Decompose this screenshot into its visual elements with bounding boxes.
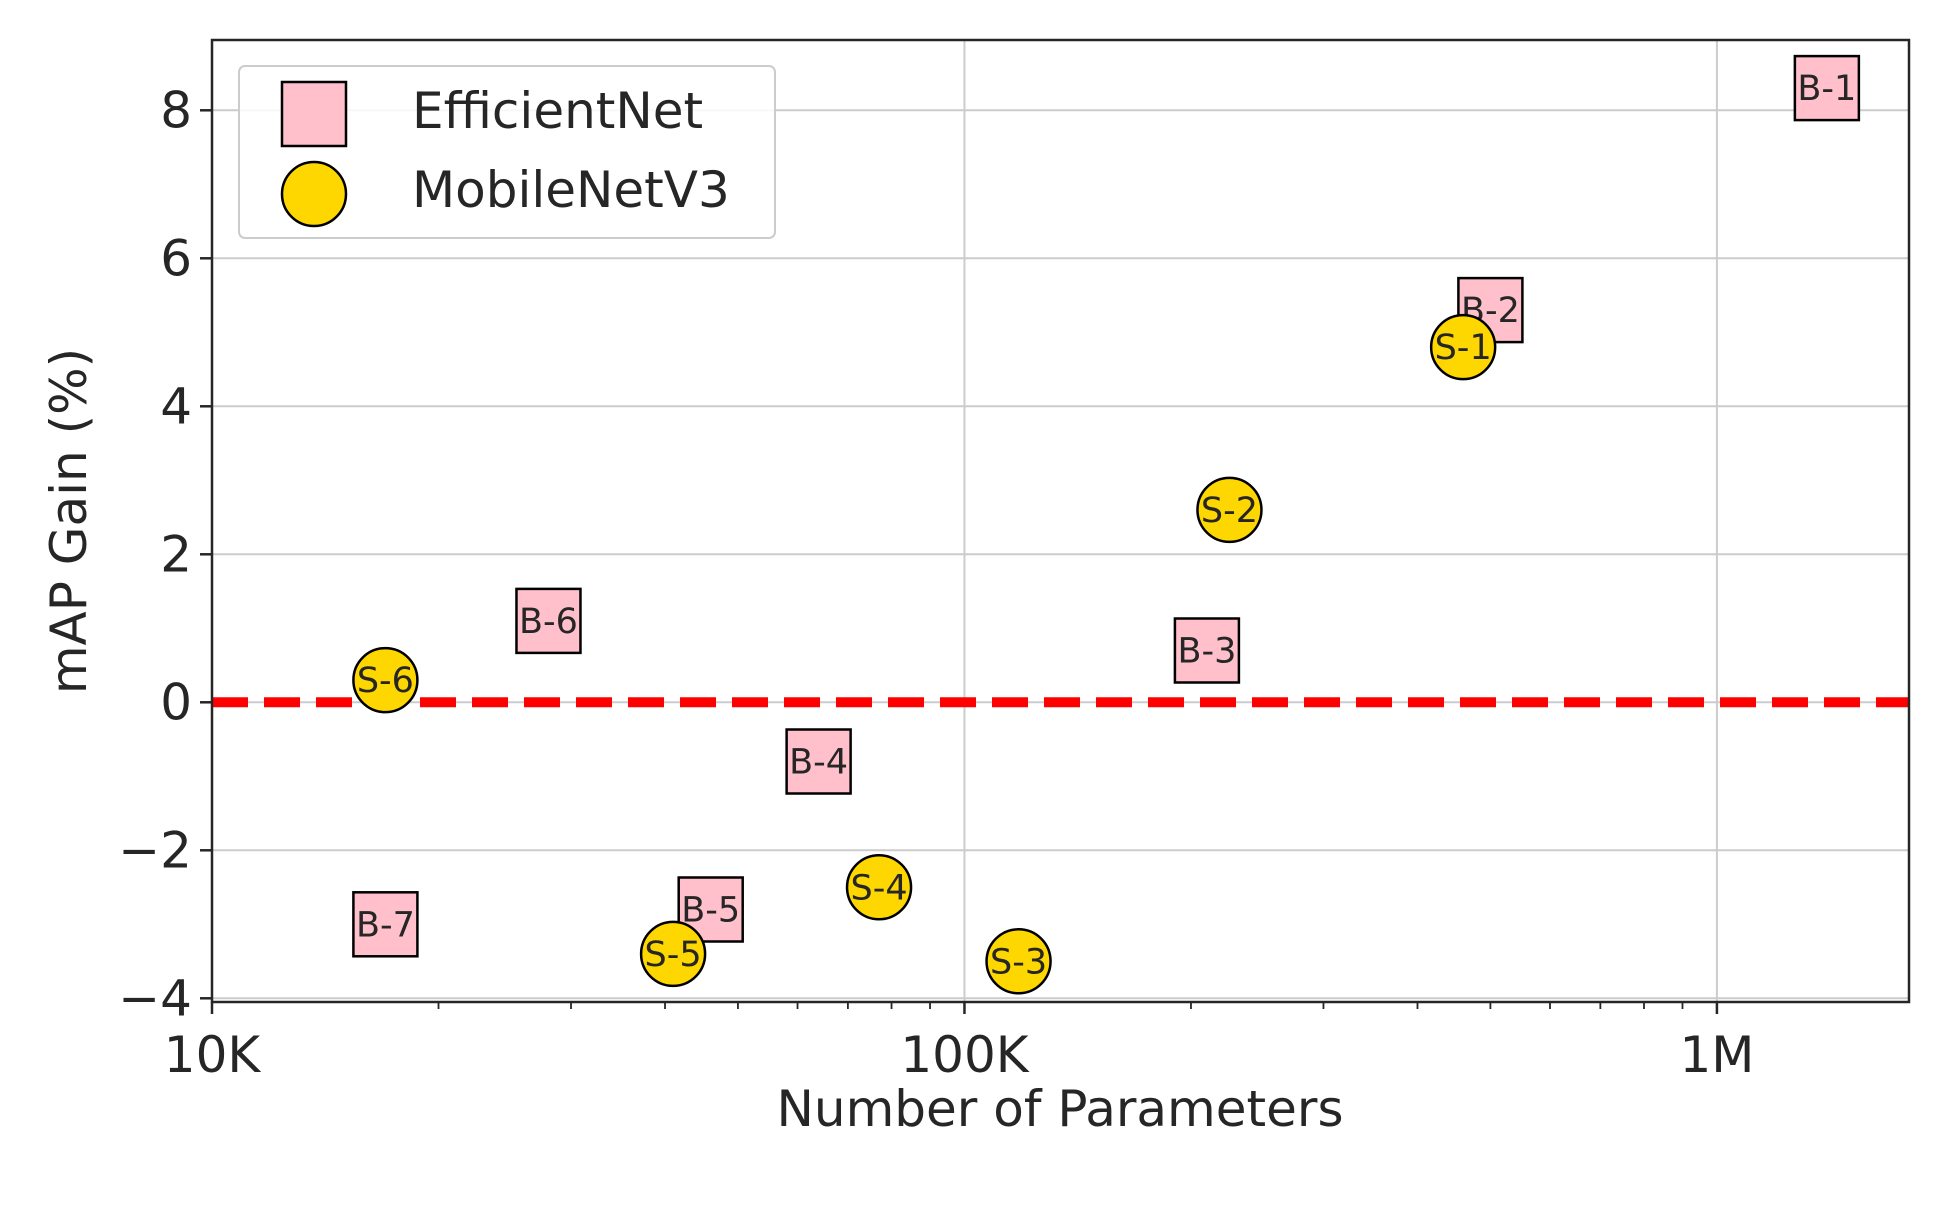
y-tick-label: 2 xyxy=(160,525,192,583)
point-b-1: B-1 xyxy=(1793,54,1861,122)
x-tick-label: 100K xyxy=(900,1026,1029,1084)
point-label-s-4: S-4 xyxy=(850,868,907,908)
plot-frame xyxy=(210,38,1911,1004)
point-label-s-3: S-3 xyxy=(990,942,1047,982)
point-label-b-6: B-6 xyxy=(519,602,578,642)
point-label-s-1: S-1 xyxy=(1435,328,1492,368)
legend-marker-efficientnet xyxy=(280,80,348,148)
marker-s-4 xyxy=(845,854,913,921)
point-label-s-5: S-5 xyxy=(645,935,702,975)
marker-s-3 xyxy=(985,928,1052,995)
point-label-s-6: S-6 xyxy=(357,661,414,701)
x-axis-ticks: 10K 100K 1M xyxy=(164,1002,1754,1084)
legend-label-mobilenetv3: MobileNetV3 xyxy=(412,161,730,219)
point-label-s-2: S-2 xyxy=(1201,491,1258,531)
point-b-7: B-7 xyxy=(352,891,419,958)
x-tick-label: 10K xyxy=(164,1026,262,1084)
point-s-6: S-6 xyxy=(352,646,419,714)
legend-label-efficientnet: EfficientNet xyxy=(412,82,703,140)
y-tick-label: 8 xyxy=(160,81,192,139)
point-label-b-3: B-3 xyxy=(1177,632,1236,672)
legend-box xyxy=(238,65,776,239)
point-label-b-7: B-7 xyxy=(356,905,415,945)
point-label-b-4: B-4 xyxy=(789,743,848,783)
point-b-4: B-4 xyxy=(785,728,852,795)
y-tick-label: 6 xyxy=(160,229,192,287)
y-tick-label: −2 xyxy=(118,821,192,879)
point-s-3: S-3 xyxy=(985,928,1052,995)
data-points: B-1B-2B-3B-4B-5B-6B-7S-1S-2S-3S-4S-5S-6 xyxy=(352,54,1861,995)
point-b-3: B-3 xyxy=(1173,617,1241,684)
point-label-b-5: B-5 xyxy=(681,891,740,931)
y-tick-label: 4 xyxy=(160,377,192,435)
point-s-5: S-5 xyxy=(639,920,707,988)
marker-s-5 xyxy=(639,920,707,988)
point-s-1: S-1 xyxy=(1429,313,1497,381)
marker-b-4 xyxy=(785,728,852,795)
point-s-2: S-2 xyxy=(1196,476,1263,544)
x-tick-label: 1M xyxy=(1679,1026,1754,1084)
marker-s-6 xyxy=(352,646,419,714)
marker-s-2 xyxy=(1196,476,1263,544)
point-b-6: B-6 xyxy=(515,587,582,655)
y-tick-label: 0 xyxy=(160,673,192,731)
point-s-4: S-4 xyxy=(845,854,913,921)
marker-s-1 xyxy=(1429,313,1497,381)
y-axis-ticks: −4 −2 0 2 4 6 8 xyxy=(118,81,212,1027)
x-axis-title: Number of Parameters xyxy=(776,1080,1343,1138)
y-axis-title: mAP Gain (%) xyxy=(40,348,98,694)
marker-b-3 xyxy=(1173,617,1241,684)
legend: EfficientNet MobileNetV3 xyxy=(238,65,776,239)
y-tick-label: −4 xyxy=(118,969,192,1027)
legend-marker-mobilenetv3 xyxy=(280,160,348,228)
marker-b-6 xyxy=(515,587,582,655)
point-label-b-1: B-1 xyxy=(1797,69,1856,109)
marker-b-1 xyxy=(1793,54,1861,122)
marker-b-7 xyxy=(352,891,419,958)
